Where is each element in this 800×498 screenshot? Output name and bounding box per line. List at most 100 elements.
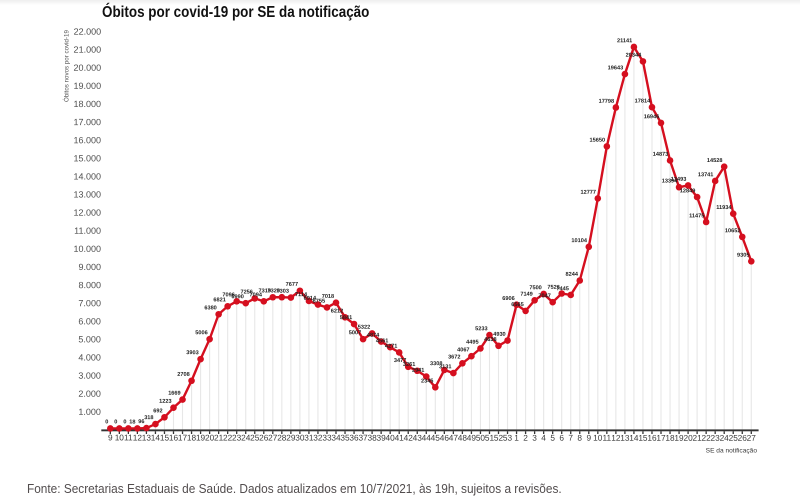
svg-text:4561: 4561 (376, 338, 388, 344)
svg-text:9.000: 9.000 (78, 262, 101, 272)
svg-text:4271: 4271 (385, 344, 397, 350)
svg-text:18: 18 (665, 433, 675, 443)
svg-text:19.000: 19.000 (74, 81, 102, 91)
svg-text:26: 26 (259, 433, 269, 443)
svg-text:6906: 6906 (502, 296, 514, 302)
svg-text:12: 12 (133, 432, 143, 442)
svg-text:2.000: 2.000 (78, 389, 101, 399)
svg-text:0: 0 (123, 419, 126, 425)
svg-text:14873: 14873 (653, 152, 669, 158)
svg-text:17.000: 17.000 (74, 117, 102, 127)
svg-text:12.000: 12.000 (73, 208, 101, 218)
svg-text:7319: 7319 (259, 288, 271, 294)
svg-text:36: 36 (349, 433, 359, 443)
svg-text:6: 6 (559, 433, 564, 443)
svg-text:7445: 7445 (556, 286, 568, 292)
svg-text:14: 14 (151, 432, 161, 442)
svg-text:15.000: 15.000 (74, 153, 102, 163)
svg-text:51: 51 (485, 433, 495, 443)
svg-text:6755: 6755 (313, 299, 325, 305)
svg-text:17814: 17814 (635, 98, 651, 104)
svg-text:40: 40 (386, 433, 396, 443)
svg-text:29: 29 (286, 433, 296, 443)
svg-text:3477: 3477 (394, 358, 406, 364)
svg-text:11: 11 (603, 433, 612, 443)
svg-text:11934: 11934 (716, 205, 732, 211)
svg-text:5007: 5007 (349, 330, 361, 336)
svg-text:25: 25 (729, 433, 739, 443)
svg-text:22.000: 22.000 (74, 27, 102, 37)
svg-text:38: 38 (367, 433, 377, 443)
svg-text:0: 0 (114, 419, 117, 425)
svg-text:1669: 1669 (168, 391, 180, 397)
svg-text:22: 22 (702, 433, 712, 443)
svg-text:50: 50 (476, 433, 486, 443)
svg-text:4067: 4067 (457, 347, 469, 353)
svg-text:14528: 14528 (707, 158, 723, 164)
svg-text:7.000: 7.000 (78, 298, 101, 308)
svg-text:30: 30 (295, 433, 305, 443)
svg-text:12849: 12849 (680, 188, 696, 194)
svg-text:13493: 13493 (671, 177, 687, 183)
svg-text:11475: 11475 (689, 213, 704, 219)
svg-text:13: 13 (620, 433, 630, 443)
svg-text:14.000: 14.000 (73, 171, 101, 181)
svg-text:24: 24 (241, 433, 251, 443)
svg-text:13741: 13741 (698, 172, 714, 178)
svg-text:10.000: 10.000 (73, 244, 101, 254)
svg-text:47: 47 (449, 433, 459, 443)
svg-text:27: 27 (747, 433, 757, 443)
svg-text:28: 28 (277, 433, 287, 443)
svg-text:6212: 6212 (331, 308, 343, 314)
svg-text:1.000: 1.000 (78, 407, 101, 417)
svg-text:13: 13 (142, 432, 152, 442)
svg-text:19: 19 (196, 432, 206, 442)
svg-text:45: 45 (431, 433, 441, 443)
svg-text:11: 11 (124, 432, 133, 442)
svg-text:37: 37 (358, 433, 368, 443)
svg-text:16946: 16946 (644, 114, 660, 120)
svg-text:7094: 7094 (250, 292, 263, 298)
svg-text:7096: 7096 (222, 292, 234, 298)
svg-text:0: 0 (105, 419, 108, 425)
svg-text:7320: 7320 (268, 288, 280, 294)
svg-text:7047: 7047 (538, 293, 550, 299)
svg-text:13394: 13394 (662, 179, 678, 185)
svg-text:4638: 4638 (484, 337, 496, 343)
svg-text:32: 32 (313, 433, 323, 443)
svg-text:7256: 7256 (240, 289, 252, 295)
svg-text:53: 53 (503, 433, 513, 443)
svg-text:21141: 21141 (617, 38, 632, 44)
svg-text:5.000: 5.000 (78, 334, 101, 344)
svg-text:2941: 2941 (412, 368, 424, 374)
svg-text:25: 25 (250, 433, 260, 443)
svg-text:27: 27 (268, 433, 278, 443)
svg-text:44: 44 (422, 433, 432, 443)
svg-text:6990: 6990 (231, 294, 243, 300)
svg-text:21: 21 (692, 433, 702, 443)
svg-text:7303: 7303 (277, 289, 289, 295)
svg-text:SE da notificação: SE da notificação (706, 447, 758, 454)
svg-text:16: 16 (169, 432, 179, 442)
svg-text:49: 49 (467, 433, 477, 443)
svg-text:20: 20 (205, 432, 215, 442)
svg-text:3672: 3672 (448, 355, 460, 361)
svg-text:5006: 5006 (195, 330, 207, 336)
svg-text:11.000: 11.000 (74, 226, 101, 236)
svg-text:12777: 12777 (580, 190, 596, 196)
svg-text:6565: 6565 (511, 302, 523, 308)
svg-text:6380: 6380 (204, 305, 216, 311)
svg-text:7: 7 (568, 433, 573, 443)
svg-text:10104: 10104 (571, 238, 587, 244)
svg-text:42: 42 (404, 433, 414, 443)
svg-text:3308: 3308 (430, 361, 442, 367)
svg-text:6914: 6914 (304, 296, 317, 302)
svg-text:Óbitos novos por covid-19: Óbitos novos por covid-19 (63, 30, 70, 102)
svg-text:21.000: 21.000 (74, 45, 102, 55)
svg-text:8244: 8244 (565, 272, 578, 278)
svg-text:1: 1 (514, 433, 519, 443)
svg-text:5233: 5233 (475, 326, 487, 332)
svg-text:9: 9 (108, 432, 113, 442)
svg-text:4.000: 4.000 (78, 353, 101, 363)
svg-text:19643: 19643 (608, 65, 624, 71)
